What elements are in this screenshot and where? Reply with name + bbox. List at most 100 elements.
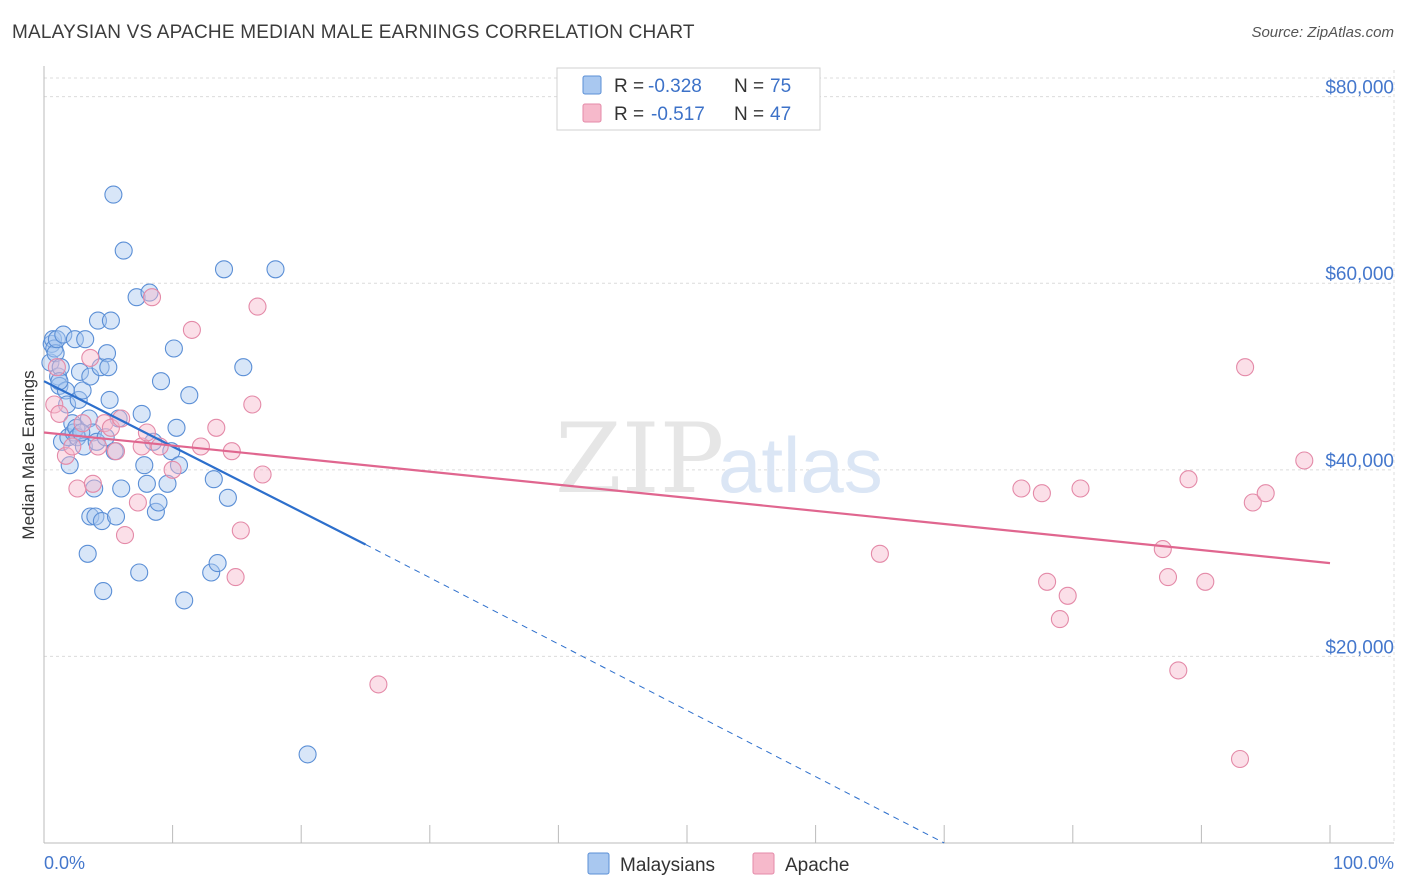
legend-r-label-1: R = <box>614 76 644 97</box>
apache-point <box>50 404 69 423</box>
apache-point <box>1071 479 1090 498</box>
malaysians-point <box>92 512 111 531</box>
apache-point <box>1058 586 1077 605</box>
legend-r-value-2: -0.517 <box>651 104 705 125</box>
apache-point <box>1230 749 1250 769</box>
apache-point <box>1256 484 1275 503</box>
y-tick-label: $40,000 <box>1325 451 1394 472</box>
malaysians-point <box>112 479 131 498</box>
apache-point <box>115 526 135 545</box>
malaysians-point <box>51 358 70 377</box>
apache-point <box>128 493 147 512</box>
apache-point <box>68 479 87 498</box>
legend-box: R = -0.328 N = 75 R = -0.517 N = 47 <box>556 67 821 131</box>
malaysians-point <box>149 493 168 512</box>
chart-source: Source: ZipAtlas.com <box>1251 24 1394 41</box>
malaysians-point <box>76 330 95 349</box>
y-axis-label: Median Male Earnings <box>19 370 38 539</box>
bottom-legend-malaysians: Malaysians <box>620 855 715 876</box>
grid-layer <box>44 70 1395 843</box>
malaysians-point <box>70 362 90 381</box>
legend-n-label-2: N = <box>734 104 764 125</box>
apache-point <box>870 544 889 563</box>
apache-point <box>182 320 201 339</box>
malaysians-point <box>167 418 186 437</box>
x-tick-left: 0.0% <box>44 853 85 873</box>
malaysians-point <box>81 367 100 386</box>
malaysians-point <box>137 474 156 493</box>
malaysians-point <box>99 358 118 377</box>
malaysians-point <box>94 582 113 601</box>
legend-swatch-blue <box>582 75 602 95</box>
legend-n-label-1: N = <box>734 76 764 97</box>
apache-point <box>1158 568 1178 587</box>
apache-point <box>1236 358 1255 377</box>
legend-r-value-1: -0.328 <box>648 76 702 97</box>
apache-point <box>101 418 120 437</box>
malaysians-point <box>60 456 79 475</box>
bottom-legend-swatch-malaysians <box>587 852 610 875</box>
malaysians-point <box>218 488 237 507</box>
legend-swatch-pink <box>582 103 602 123</box>
malaysians-trend-extension <box>365 544 945 844</box>
malaysians-point <box>175 591 194 610</box>
apache-point <box>1295 451 1314 470</box>
y-tick-label: $60,000 <box>1325 264 1394 285</box>
malaysians-point <box>100 390 119 409</box>
apache-point <box>1169 661 1188 680</box>
malaysians-point <box>81 507 100 526</box>
malaysians-point <box>104 185 123 204</box>
apache-point <box>369 675 388 694</box>
malaysians-point <box>208 554 227 573</box>
watermark-zip: ZIP <box>555 403 724 515</box>
malaysians-point <box>97 344 117 363</box>
malaysians-point <box>46 344 65 363</box>
malaysians-point <box>132 404 151 423</box>
apache-point <box>226 568 245 587</box>
apache-point <box>142 288 162 307</box>
malaysians-point <box>158 474 177 493</box>
bottom-legend-apache: Apache <box>785 855 849 876</box>
y-tick-label: $80,000 <box>1325 78 1394 99</box>
malaysians-point <box>101 311 120 330</box>
apache-point <box>231 521 250 540</box>
apache-point <box>163 460 182 479</box>
apache-point <box>1196 572 1215 591</box>
bottom-legend: Malaysians Apache <box>587 852 849 876</box>
apache-point <box>81 348 100 367</box>
malaysians-point <box>130 563 149 582</box>
malaysians-point <box>58 395 77 414</box>
legend-r-label-2: R = <box>614 104 644 125</box>
apache-point <box>1179 470 1198 489</box>
malaysians-point <box>78 544 97 563</box>
apache-point <box>191 437 210 456</box>
y-tick-label: $20,000 <box>1325 637 1394 658</box>
apache-point <box>106 442 126 461</box>
legend-n-value-2: 47 <box>770 104 791 125</box>
malaysians-point <box>164 339 183 358</box>
malaysians-point <box>204 470 223 489</box>
malaysians-point <box>169 456 189 475</box>
apache-point <box>1032 484 1051 503</box>
malaysians-point <box>73 381 92 400</box>
trend-layer <box>43 380 1331 844</box>
x-tick-right: 100.0% <box>1333 853 1394 873</box>
malaysians-point <box>54 325 73 344</box>
apache-point <box>1153 540 1172 559</box>
apache-trend-line <box>43 431 1331 565</box>
malaysians-point <box>106 507 126 526</box>
axes-layer: $20,000 $40,000 $60,000 $80,000 <box>43 66 1394 844</box>
apache-point <box>63 437 82 456</box>
malaysians-point <box>214 260 234 279</box>
malaysians-point <box>135 456 154 475</box>
apache-point <box>73 414 92 433</box>
malaysians-point <box>43 330 63 349</box>
apache-point <box>88 437 108 456</box>
apache-point <box>207 418 226 437</box>
bottom-legend-swatch-apache <box>752 852 775 875</box>
malaysians-trend-line <box>43 380 366 546</box>
apache-point <box>45 395 64 414</box>
malaysians-point <box>202 563 221 582</box>
apache-point <box>1050 610 1069 629</box>
